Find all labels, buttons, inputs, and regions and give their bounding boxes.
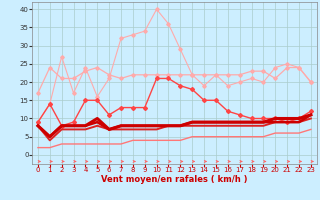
X-axis label: Vent moyen/en rafales ( km/h ): Vent moyen/en rafales ( km/h ) bbox=[101, 175, 248, 184]
